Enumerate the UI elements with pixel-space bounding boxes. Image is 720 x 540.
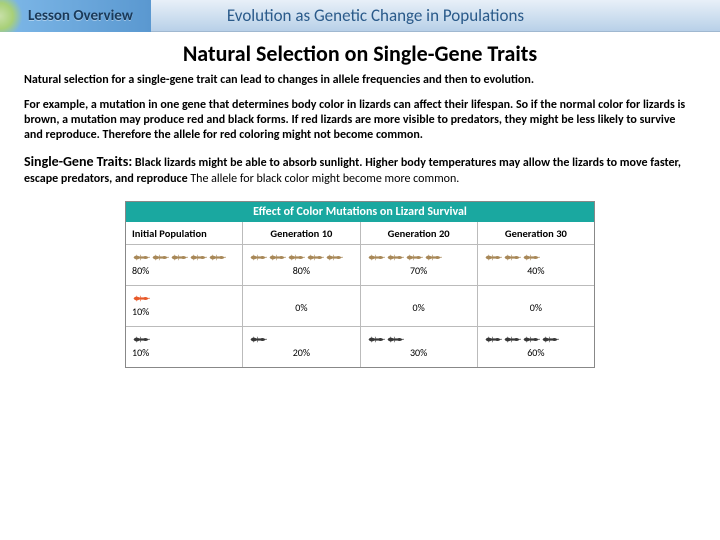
para3-lead: Single-Gene Traits: bbox=[24, 153, 132, 170]
chart-cell: 30% bbox=[360, 327, 477, 367]
lizard-icon bbox=[522, 253, 540, 262]
lizard-icon bbox=[170, 253, 188, 262]
lizard-icon bbox=[325, 253, 343, 262]
lizard-icon bbox=[132, 335, 150, 344]
example-paragraph: For example, a mutation in one gene that… bbox=[24, 98, 696, 143]
chart-cell: 80% bbox=[126, 245, 242, 285]
header-bar: Lesson Overview Evolution as Genetic Cha… bbox=[0, 0, 720, 32]
lizard-icon bbox=[132, 294, 150, 303]
percent-label: 0% bbox=[413, 301, 425, 314]
chart-cell: 0% bbox=[360, 286, 477, 326]
chart-cell: 0% bbox=[477, 286, 594, 326]
percent-label: 0% bbox=[530, 301, 542, 314]
percent-label: 60% bbox=[527, 346, 544, 359]
lizard-icon bbox=[268, 253, 286, 262]
content-area: Natural Selection on Single-Gene Traits … bbox=[0, 32, 720, 376]
lizard-icon bbox=[424, 253, 442, 262]
lizard-icon bbox=[367, 335, 385, 344]
lizard-icon bbox=[541, 335, 559, 344]
intro-paragraph: Natural selection for a single-gene trai… bbox=[24, 73, 696, 88]
percent-label: 30% bbox=[410, 346, 427, 359]
chart-cell: 10% bbox=[126, 327, 242, 367]
chart-header-row: Initial Population Generation 10 Generat… bbox=[126, 222, 594, 244]
lizard-group bbox=[367, 335, 471, 344]
percent-label: 20% bbox=[293, 346, 310, 359]
chart-data-row: 80% 80% 70% 40% bbox=[126, 244, 594, 285]
percent-label: 80% bbox=[132, 264, 149, 277]
main-title: Natural Selection on Single-Gene Traits bbox=[24, 40, 696, 67]
lesson-overview-badge: Lesson Overview bbox=[0, 0, 151, 32]
lizard-icon bbox=[522, 335, 540, 344]
lizard-group bbox=[132, 253, 236, 262]
chart-cell: 40% bbox=[477, 245, 594, 285]
chart-cell: 0% bbox=[242, 286, 359, 326]
chart-cell: 80% bbox=[242, 245, 359, 285]
lizard-icon bbox=[386, 335, 404, 344]
lizard-icon bbox=[189, 253, 207, 262]
percent-label: 10% bbox=[132, 305, 149, 318]
percent-label: 70% bbox=[410, 264, 427, 277]
single-gene-paragraph: Single-Gene Traits: Black lizards might … bbox=[24, 153, 696, 187]
lizard-icon bbox=[367, 253, 385, 262]
chart-cell: 20% bbox=[242, 327, 359, 367]
chart-title: Effect of Color Mutations on Lizard Surv… bbox=[126, 202, 594, 222]
lizard-icon bbox=[132, 253, 150, 262]
chart-cell: 70% bbox=[360, 245, 477, 285]
lizard-chart: Effect of Color Mutations on Lizard Surv… bbox=[125, 201, 595, 368]
chart-wrapper: Effect of Color Mutations on Lizard Surv… bbox=[24, 201, 696, 368]
col-header: Generation 10 bbox=[242, 222, 359, 244]
chart-data-row: 10% 20% 30% 60% bbox=[126, 326, 594, 367]
lizard-icon bbox=[306, 253, 324, 262]
lizard-icon bbox=[249, 335, 267, 344]
para3-rest: The allele for black color might become … bbox=[190, 172, 459, 186]
lizard-icon bbox=[484, 335, 502, 344]
lizard-icon bbox=[151, 253, 169, 262]
percent-label: 10% bbox=[132, 346, 149, 359]
lizard-icon bbox=[249, 253, 267, 262]
lizard-icon bbox=[484, 253, 502, 262]
col-header: Generation 20 bbox=[360, 222, 477, 244]
lizard-icon bbox=[287, 253, 305, 262]
percent-label: 80% bbox=[293, 264, 310, 277]
chart-data-row: 10% 0% 0% 0% bbox=[126, 285, 594, 326]
lizard-group bbox=[132, 294, 236, 303]
lizard-group bbox=[249, 335, 353, 344]
col-header: Initial Population bbox=[126, 222, 242, 244]
lizard-group bbox=[132, 335, 236, 344]
lizard-icon bbox=[386, 253, 404, 262]
chart-cell: 10% bbox=[126, 286, 242, 326]
percent-label: 40% bbox=[527, 264, 544, 277]
header-title: Evolution as Genetic Change in Populatio… bbox=[151, 5, 720, 26]
lizard-group bbox=[367, 253, 471, 262]
lizard-group bbox=[249, 253, 353, 262]
lizard-group bbox=[484, 335, 588, 344]
col-header: Generation 30 bbox=[477, 222, 594, 244]
chart-cell: 60% bbox=[477, 327, 594, 367]
percent-label: 0% bbox=[295, 301, 307, 314]
lizard-icon bbox=[405, 253, 423, 262]
lizard-icon bbox=[503, 253, 521, 262]
lizard-group bbox=[484, 253, 588, 262]
lizard-icon bbox=[503, 335, 521, 344]
lizard-icon bbox=[208, 253, 226, 262]
